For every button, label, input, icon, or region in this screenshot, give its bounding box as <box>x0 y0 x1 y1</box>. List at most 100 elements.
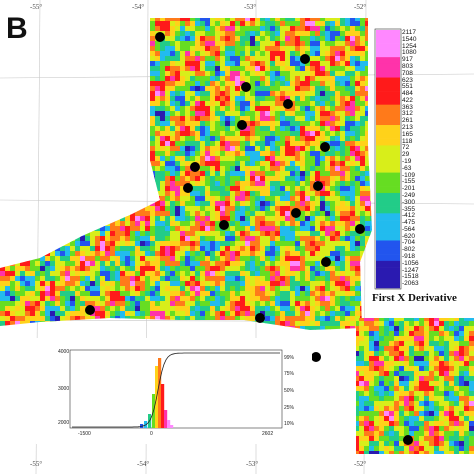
raster-cell <box>45 146 51 152</box>
raster-cell <box>105 106 111 112</box>
raster-cell <box>120 51 126 57</box>
raster-cell <box>220 286 226 292</box>
raster-cell <box>250 91 256 97</box>
raster-cell <box>280 91 286 97</box>
raster-cell <box>325 96 331 102</box>
raster-cell <box>100 266 106 272</box>
raster-cell <box>409 331 415 337</box>
raster-cell <box>5 141 11 147</box>
raster-cell <box>260 31 266 37</box>
raster-cell <box>165 136 171 142</box>
raster-cell <box>125 116 131 122</box>
raster-cell <box>275 206 281 212</box>
raster-cell <box>110 261 116 267</box>
raster-cell <box>95 131 101 137</box>
raster-cell <box>305 41 311 47</box>
raster-cell <box>5 106 11 112</box>
raster-cell <box>20 131 26 137</box>
raster-cell <box>10 226 16 232</box>
raster-cell <box>335 306 341 312</box>
raster-cell <box>135 86 141 92</box>
raster-cell <box>65 151 71 157</box>
raster-cell <box>270 276 276 282</box>
raster-cell <box>95 26 101 32</box>
raster-cell <box>80 326 86 330</box>
raster-cell <box>210 266 216 272</box>
raster-cell <box>265 271 271 277</box>
raster-cell <box>0 146 6 152</box>
raster-cell <box>165 266 171 272</box>
raster-cell <box>225 96 231 102</box>
raster-cell <box>230 261 236 267</box>
raster-cell <box>65 221 71 227</box>
raster-cell <box>155 241 161 247</box>
raster-cell <box>65 126 71 132</box>
raster-cell <box>170 251 176 257</box>
raster-cell <box>125 41 131 47</box>
raster-cell <box>320 21 326 27</box>
raster-cell <box>320 221 326 227</box>
raster-cell <box>60 326 66 330</box>
raster-cell <box>120 286 126 292</box>
raster-cell <box>270 226 276 232</box>
raster-cell <box>190 111 196 117</box>
raster-cell <box>265 216 271 222</box>
raster-cell <box>255 116 261 122</box>
raster-cell <box>5 251 11 257</box>
raster-cell <box>270 18 276 22</box>
raster-cell <box>449 331 455 337</box>
raster-cell <box>165 256 171 262</box>
raster-cell <box>65 116 71 122</box>
raster-cell <box>115 31 121 37</box>
raster-cell <box>50 236 56 242</box>
raster-cell <box>270 121 276 127</box>
raster-cell <box>45 301 51 307</box>
raster-cell <box>55 291 61 297</box>
raster-cell <box>80 296 86 302</box>
raster-cell <box>0 301 6 307</box>
raster-cell <box>230 101 236 107</box>
raster-cell <box>55 116 61 122</box>
raster-cell <box>305 316 311 322</box>
raster-cell <box>360 71 366 77</box>
raster-cell <box>60 31 66 37</box>
raster-cell <box>350 18 356 22</box>
raster-cell <box>80 181 86 187</box>
raster-cell <box>275 61 281 67</box>
raster-cell <box>0 241 6 247</box>
raster-cell <box>185 71 191 77</box>
raster-cell <box>225 171 231 177</box>
raster-cell <box>15 246 21 252</box>
raster-cell <box>130 216 136 222</box>
raster-cell <box>145 311 151 317</box>
raster-cell <box>205 126 211 132</box>
raster-cell <box>175 256 181 262</box>
raster-cell <box>95 201 101 207</box>
raster-cell <box>255 76 261 82</box>
raster-cell <box>350 226 356 232</box>
raster-cell <box>170 216 176 222</box>
raster-cell <box>340 291 346 297</box>
raster-cell <box>55 276 61 282</box>
raster-cell <box>409 336 415 342</box>
raster-cell <box>15 216 21 222</box>
raster-cell <box>315 46 321 52</box>
raster-cell <box>120 106 126 112</box>
raster-cell <box>230 226 236 232</box>
raster-cell <box>165 296 171 302</box>
raster-cell <box>330 126 336 132</box>
raster-cell <box>0 286 6 292</box>
raster-cell <box>300 206 306 212</box>
raster-cell <box>200 106 206 112</box>
raster-cell <box>360 191 366 197</box>
raster-cell <box>135 256 141 262</box>
raster-cell <box>15 271 21 277</box>
raster-cell <box>210 141 216 147</box>
raster-cell <box>105 311 111 317</box>
raster-cell <box>265 121 271 127</box>
raster-cell <box>0 121 6 127</box>
raster-cell <box>140 316 146 322</box>
raster-cell <box>185 311 191 317</box>
raster-cell <box>245 71 251 77</box>
raster-cell <box>370 246 372 252</box>
